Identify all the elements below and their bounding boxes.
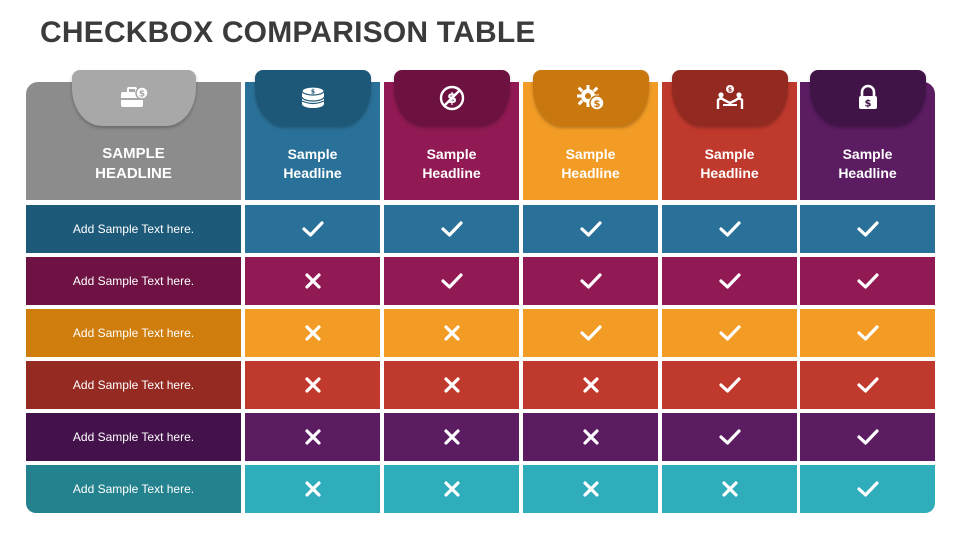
check-icon xyxy=(301,220,325,238)
comparison-cell xyxy=(245,361,380,409)
comparison-cell xyxy=(662,309,797,357)
cross-icon xyxy=(443,428,461,446)
comparison-cell xyxy=(800,465,935,513)
coin-stack-icon: $ xyxy=(298,84,328,112)
header-tab: $ xyxy=(671,70,788,126)
cross-icon xyxy=(304,480,322,498)
check-icon xyxy=(856,376,880,394)
check-icon xyxy=(718,428,742,446)
check-icon xyxy=(856,428,880,446)
comparison-cell xyxy=(523,309,658,357)
comparison-cell xyxy=(662,413,797,461)
cross-icon xyxy=(304,428,322,446)
comparison-cell xyxy=(245,309,380,357)
row-label: Add Sample Text here. xyxy=(26,465,241,513)
comparison-cell xyxy=(800,309,935,357)
check-icon xyxy=(718,272,742,290)
comparison-cell xyxy=(662,257,797,305)
check-icon xyxy=(718,324,742,342)
comparison-cell xyxy=(245,257,380,305)
no-dollar-icon: $ xyxy=(438,84,466,112)
row-label: Add Sample Text here. xyxy=(26,257,241,305)
check-icon xyxy=(579,220,603,238)
row-label: Add Sample Text here. xyxy=(26,309,241,357)
padlock-dollar-icon: $ xyxy=(856,84,880,112)
header-tab: $ xyxy=(254,70,371,126)
comparison-cell xyxy=(523,257,658,305)
cross-icon xyxy=(582,428,600,446)
comparison-cell xyxy=(245,465,380,513)
check-icon xyxy=(579,272,603,290)
cross-icon xyxy=(582,480,600,498)
comparison-cell xyxy=(384,465,519,513)
gear-dollar-icon: $ xyxy=(576,84,606,112)
row-label: Add Sample Text here. xyxy=(26,205,241,253)
comparison-cell xyxy=(662,361,797,409)
svg-text:$: $ xyxy=(727,87,731,94)
comparison-cell xyxy=(800,205,935,253)
comparison-cell xyxy=(384,257,519,305)
check-icon xyxy=(440,220,464,238)
header-label: Sample Headline xyxy=(838,146,897,181)
cross-icon xyxy=(443,480,461,498)
header-tab: $ xyxy=(809,70,926,126)
svg-text:$: $ xyxy=(864,99,871,110)
comparison-cell xyxy=(245,413,380,461)
check-icon xyxy=(856,324,880,342)
handshake-deal-icon: $ xyxy=(715,84,745,112)
comparison-cell xyxy=(800,257,935,305)
cross-icon xyxy=(304,376,322,394)
comparison-cell xyxy=(384,205,519,253)
row-label: Add Sample Text here. xyxy=(26,361,241,409)
svg-text:$: $ xyxy=(138,90,144,100)
header-label: Sample Headline xyxy=(700,146,759,181)
check-icon xyxy=(579,324,603,342)
check-icon xyxy=(440,272,464,290)
check-icon xyxy=(856,220,880,238)
cross-icon xyxy=(443,324,461,342)
svg-text:$: $ xyxy=(310,89,314,96)
comparison-cell xyxy=(662,465,797,513)
comparison-cell xyxy=(384,361,519,409)
briefcase-dollar-icon: $ xyxy=(119,85,149,111)
header-tab: $ xyxy=(393,70,510,126)
check-icon xyxy=(856,480,880,498)
header-tab: $ xyxy=(71,70,196,126)
cross-icon xyxy=(582,376,600,394)
comparison-cell xyxy=(384,413,519,461)
svg-text:$: $ xyxy=(593,99,600,110)
check-icon xyxy=(718,220,742,238)
check-icon xyxy=(718,376,742,394)
cross-icon xyxy=(304,324,322,342)
header-label: Sample Headline xyxy=(422,146,481,181)
comparison-cell xyxy=(523,465,658,513)
header-label: Sample Headline xyxy=(283,146,342,181)
cross-icon xyxy=(721,480,739,498)
header-label: Sample Headline xyxy=(561,146,620,181)
comparison-cell xyxy=(245,205,380,253)
comparison-cell xyxy=(523,361,658,409)
comparison-cell xyxy=(523,413,658,461)
cross-icon xyxy=(443,376,461,394)
row-label: Add Sample Text here. xyxy=(26,413,241,461)
comparison-cell xyxy=(662,205,797,253)
comparison-cell xyxy=(523,205,658,253)
comparison-cell xyxy=(384,309,519,357)
header-tab: $ xyxy=(532,70,649,126)
cross-icon xyxy=(304,272,322,290)
header-label: SAMPLE HEADLINE xyxy=(95,145,172,182)
comparison-cell xyxy=(800,413,935,461)
check-icon xyxy=(856,272,880,290)
comparison-cell xyxy=(800,361,935,409)
slide-title: CHECKBOX COMPARISON TABLE xyxy=(40,16,536,49)
